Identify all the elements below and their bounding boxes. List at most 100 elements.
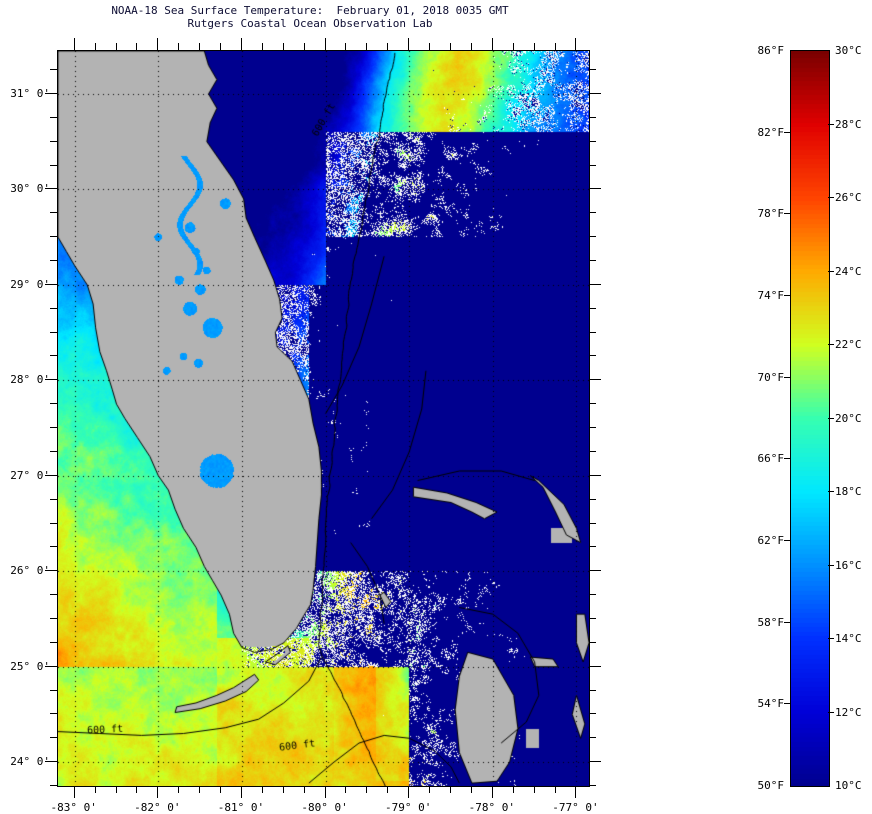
- axis-tick: [50, 403, 57, 404]
- axis-tick: [50, 260, 57, 261]
- axis-tick: [589, 93, 601, 94]
- axis-tick: [50, 117, 57, 118]
- axis-tick: [157, 786, 158, 798]
- axis-tick: [199, 786, 200, 793]
- axis-tick: [589, 236, 596, 237]
- colorbar-label-f: 58°F: [757, 615, 785, 629]
- colorbar-label-c: 26°C: [835, 191, 862, 204]
- colorbar-label-f: 62°F: [757, 534, 785, 547]
- axis-tick: [589, 451, 596, 452]
- colorbar-label-c: 18°C: [835, 485, 862, 498]
- axis-tick: [575, 786, 576, 798]
- colorbar-label-f: 82°F: [757, 125, 785, 139]
- axis-tick: [262, 786, 263, 793]
- colorbar-label-c: 12°C: [835, 705, 862, 719]
- axis-tick: [429, 43, 430, 50]
- colorbar-tick-c: [828, 197, 834, 198]
- axis-tick: [50, 618, 57, 619]
- axis-tick: [450, 786, 451, 793]
- colorbar-label-c: 24°C: [835, 264, 862, 278]
- axis-tick: [74, 786, 75, 798]
- axis-tick: [45, 570, 57, 571]
- axis-tick: [45, 761, 57, 762]
- axis-tick: [50, 499, 57, 500]
- axis-label: 27° 0': [10, 468, 50, 482]
- axis-tick: [50, 737, 57, 738]
- axis-tick: [262, 43, 263, 50]
- colorbar-tick-f: [784, 377, 790, 378]
- axis-tick: [589, 713, 596, 714]
- axis-tick: [471, 786, 472, 793]
- axis-tick: [589, 499, 596, 500]
- axis-label: 30° 0': [10, 182, 50, 196]
- colorbar-tick-f: [784, 622, 790, 623]
- axis-tick: [50, 642, 57, 643]
- axis-tick: [589, 69, 596, 70]
- colorbar-label-f: 50°F: [757, 779, 785, 792]
- axis-tick: [50, 236, 57, 237]
- axis-tick: [429, 786, 430, 793]
- axis-label: 25° 0': [10, 659, 50, 673]
- axis-tick: [589, 355, 596, 356]
- axis-tick: [50, 523, 57, 524]
- axis-tick: [116, 786, 117, 793]
- colorbar-gradient: [791, 51, 829, 786]
- axis-tick: [50, 546, 57, 547]
- axis-tick: [199, 43, 200, 50]
- longitude-label: -77° 0': [552, 801, 599, 814]
- axis-tick: [589, 212, 596, 213]
- axis-tick: [283, 43, 284, 50]
- axis-tick: [178, 43, 179, 50]
- colorbar-tick-c: [828, 418, 834, 419]
- axis-tick: [555, 786, 556, 793]
- axis-tick: [555, 43, 556, 50]
- title-line-primary: NOAA-18 Sea Surface Temperature: Februar…: [111, 4, 509, 17]
- axis-tick: [45, 284, 57, 285]
- axis-tick: [220, 43, 221, 50]
- colorbar[interactable]: [790, 50, 830, 787]
- axis-tick: [387, 786, 388, 793]
- axis-tick: [387, 43, 388, 50]
- axis-tick: [589, 666, 601, 667]
- colorbar-label-f: 66°F: [757, 452, 785, 466]
- axis-tick: [589, 785, 596, 786]
- axis-tick: [513, 43, 514, 50]
- axis-tick: [50, 785, 57, 786]
- axis-tick: [304, 786, 305, 793]
- axis-tick: [589, 737, 596, 738]
- axis-tick: [589, 570, 601, 571]
- axis-tick: [50, 594, 57, 595]
- colorbar-label-f: 78°F: [757, 207, 785, 221]
- axis-tick: [589, 117, 596, 118]
- axis-tick: [50, 355, 57, 356]
- axis-tick: [95, 43, 96, 50]
- colorbar-label-c: 22°C: [835, 338, 862, 351]
- axis-label: 24° 0': [10, 755, 50, 769]
- axis-tick: [95, 786, 96, 793]
- axis-tick: [589, 165, 596, 166]
- axis-tick: [589, 403, 596, 404]
- axis-label: 26° 0': [10, 564, 50, 578]
- longitude-label: -82° 0': [134, 801, 181, 814]
- axis-tick: [241, 786, 242, 798]
- colorbar-tick-f: [784, 703, 790, 704]
- axis-tick: [325, 786, 326, 798]
- axis-tick: [589, 475, 601, 476]
- colorbar-label-f: 86°F: [757, 44, 785, 57]
- longitude-label: -79° 0': [385, 801, 432, 814]
- sst-map[interactable]: [57, 50, 590, 787]
- colorbar-label-f: 70°F: [757, 370, 785, 384]
- axis-tick: [366, 786, 367, 793]
- axis-tick: [589, 427, 596, 428]
- colorbar-label-c: 14°C: [835, 632, 862, 645]
- longitude-label: -83° 0': [50, 801, 97, 814]
- colorbar-label-c: 10°C: [835, 779, 862, 792]
- axis-tick: [589, 332, 596, 333]
- axis-tick: [534, 43, 535, 50]
- colorbar-label-c: 16°C: [835, 558, 862, 572]
- axis-label: 29° 0': [10, 277, 50, 291]
- colorbar-label-f: 54°F: [757, 697, 785, 711]
- colorbar-label-c: 20°C: [835, 411, 862, 425]
- colorbar-tick-c: [828, 712, 834, 713]
- axis-tick: [492, 786, 493, 798]
